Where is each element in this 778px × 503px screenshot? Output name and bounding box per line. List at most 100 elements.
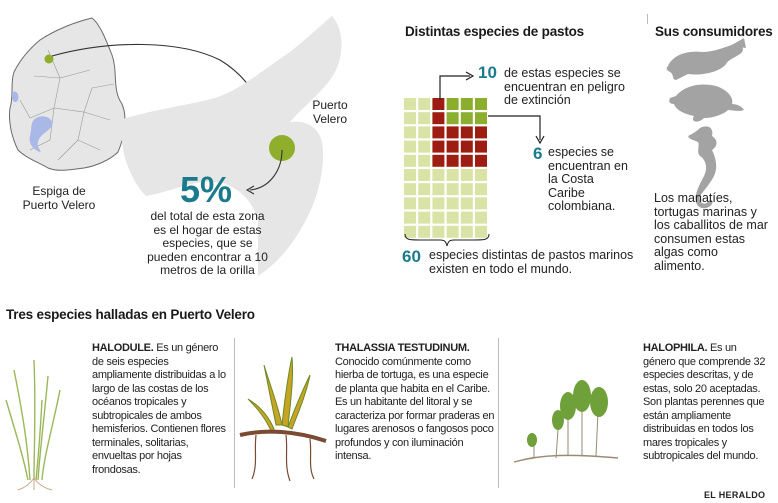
- waffle-cell: [432, 211, 445, 224]
- waffle-cell: [475, 98, 487, 110]
- waffle-cell: [418, 98, 431, 110]
- waffle-cell: [432, 183, 445, 196]
- species-divider-2: [498, 338, 499, 488]
- waffle-cell: [460, 112, 473, 125]
- waffle-cell: [475, 225, 487, 238]
- caribbean-text: especies se encuentran en la Costa Carib…: [548, 145, 628, 213]
- endangered-text: de estas especies se encuentran en pelig…: [504, 66, 625, 107]
- waffle-cell: [404, 126, 416, 139]
- waffle-cell: [446, 197, 459, 210]
- waffle-cell: [475, 154, 487, 167]
- species-item-halophila: HALOPHILA. Es un género que comprende 32…: [643, 342, 771, 464]
- waffle-cell: [418, 225, 431, 238]
- consumers-text: Los manatíes, tortugas marinas y los cab…: [654, 191, 768, 273]
- total-text: especies distintas de pastos marinos exi…: [429, 248, 634, 276]
- waffle-cell: [404, 169, 416, 181]
- waffle-cell: [475, 140, 487, 153]
- waffle-cell: [432, 126, 445, 139]
- lagoon-shape: [29, 116, 53, 152]
- waffle-cell: [446, 211, 459, 224]
- location-dot: [44, 54, 54, 64]
- halophila-illustration: [513, 380, 619, 463]
- species-item-halodule: HALODULE. Es un género de seis especies …: [92, 342, 230, 477]
- waffle-cell: [475, 197, 487, 210]
- credit: EL HERALDO: [704, 490, 766, 500]
- waffle-cell: [446, 98, 459, 110]
- waffle-cell: [446, 169, 459, 181]
- waffle-cell: [404, 154, 416, 167]
- waffle-cell: [418, 112, 431, 125]
- waffle-cell: [446, 225, 459, 238]
- waffle-cell: [460, 140, 473, 153]
- waffle-cell: [432, 197, 445, 210]
- waffle-cell: [475, 126, 487, 139]
- waffle-cell: [432, 112, 445, 125]
- waffle-cell: [460, 183, 473, 196]
- waffle-cell: [404, 225, 416, 238]
- waffle-cell: [404, 211, 416, 224]
- waffle-cell: [460, 98, 473, 110]
- waffle-cell: [418, 183, 431, 196]
- waffle-cell: [446, 112, 459, 125]
- species-item-thalassia: THALASSIA TESTUDINUM. Conocido comúnment…: [335, 342, 495, 464]
- waffle-cell: [404, 112, 416, 125]
- species-waffle-chart: [404, 98, 487, 238]
- waffle-cell: [460, 211, 473, 224]
- caribbean-number: 6: [533, 144, 543, 163]
- map-place-label: Espiga de Puerto Velero: [22, 184, 96, 212]
- waffle-cell: [432, 154, 445, 167]
- waffle-cell: [418, 169, 431, 181]
- seahorse-icon: [688, 126, 717, 209]
- thalassia-illustration: [239, 356, 327, 482]
- sea-turtle-icon: [669, 84, 744, 122]
- waffle-cell: [460, 126, 473, 139]
- waffle-cell: [446, 183, 459, 196]
- waffle-cell: [460, 154, 473, 167]
- grasses-title: Distintas especies de pastos: [405, 24, 584, 39]
- percent-description: del total de esta zona es el hogar de es…: [147, 209, 268, 277]
- zoom-location-dot: [269, 135, 295, 161]
- waffle-cell: [418, 140, 431, 153]
- waffle-cell: [475, 211, 487, 224]
- waffle-cell: [404, 197, 416, 210]
- total-number: 60: [402, 247, 421, 266]
- waffle-cell: [475, 112, 487, 125]
- consumers-divider: [647, 14, 648, 24]
- waffle-cell: [418, 154, 431, 167]
- waffle-cell: [475, 169, 487, 181]
- waffle-cell: [432, 169, 445, 181]
- waffle-cell: [460, 169, 473, 181]
- waffle-cell: [418, 211, 431, 224]
- waffle-cell: [446, 126, 459, 139]
- halodule-illustration: [5, 359, 61, 491]
- waffle-cell: [404, 98, 416, 110]
- waffle-cell: [446, 140, 459, 153]
- waffle-cell: [475, 183, 487, 196]
- manatee-icon: [666, 44, 743, 80]
- waffle-cell: [404, 140, 416, 153]
- big-percent: 5%: [180, 169, 233, 210]
- waffle-cell: [404, 183, 416, 196]
- consumers-title: Sus consumidores: [655, 24, 773, 39]
- species-name: HALOPHILA.: [643, 342, 708, 354]
- species-description: Es un género que comprende 32 especies d…: [643, 342, 766, 462]
- species-description: Es un género de seis especies ampliament…: [92, 342, 226, 476]
- species-name: THALASSIA TESTUDINUM.: [335, 342, 470, 354]
- species-description: Conocido comúnmente como hierba de tortu…: [335, 355, 495, 463]
- species-divider-1: [234, 338, 235, 488]
- waffle-cell: [418, 126, 431, 139]
- waffle-cell: [418, 197, 431, 210]
- zoom-place-label: Puerto Velero: [312, 98, 348, 126]
- waffle-cell: [432, 225, 445, 238]
- waffle-cell: [446, 154, 459, 167]
- waffle-cell: [432, 140, 445, 153]
- species-name: HALODULE.: [92, 342, 154, 354]
- endangered-number: 10: [478, 63, 497, 82]
- zoomed-coast: [120, 16, 342, 276]
- waffle-cell: [460, 197, 473, 210]
- waffle-cell: [460, 225, 473, 238]
- waffle-cell: [432, 98, 445, 110]
